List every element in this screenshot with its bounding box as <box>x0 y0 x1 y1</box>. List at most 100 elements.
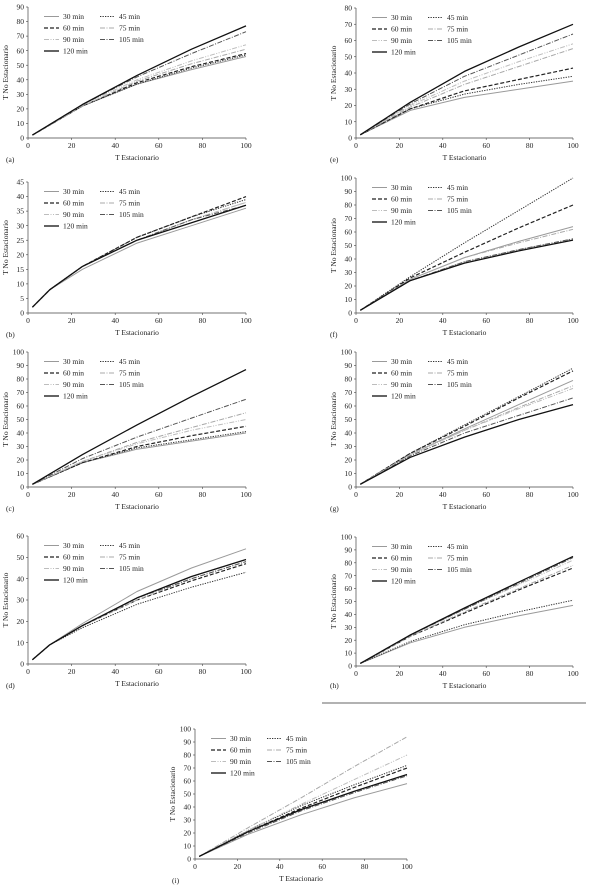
legend-label-45-min: 45 min <box>447 357 468 366</box>
y-tick-label: 80 <box>345 4 353 13</box>
legend-label-90-min: 90 min <box>391 565 412 574</box>
y-tick-label: 100 <box>341 174 353 183</box>
x-tick-label: 100 <box>240 316 252 325</box>
panel-label: (i) <box>172 876 180 885</box>
x-tick-label: 100 <box>240 490 252 499</box>
y-tick-label: 100 <box>13 348 25 357</box>
y-tick-label: 60 <box>345 36 353 45</box>
legend-label-30-min: 30 min <box>230 734 251 743</box>
series-line-60-min <box>359 204 574 311</box>
panel-c: 0 20 40 60 80 100 0 10 20 30 40 50 60 70 80 90 100 T Esta… <box>1 348 252 513</box>
y-tick-label: 10 <box>345 295 353 304</box>
series-line-105-min <box>32 398 247 485</box>
y-tick-label: 10 <box>345 649 353 658</box>
y-tick-label: 30 <box>345 268 353 277</box>
x-axis-label: T Estacionario <box>279 874 323 883</box>
y-tick-label: 0 <box>20 660 24 669</box>
y-tick-label: 30 <box>345 85 353 94</box>
panel-i: 0 20 40 60 80 100 0 10 20 30 40 50 60 70 80 90 100 T Esta… <box>168 725 413 885</box>
x-tick-label: 40 <box>111 667 119 676</box>
legend-label-60-min: 60 min <box>63 24 84 33</box>
y-tick-label: 60 <box>345 584 353 593</box>
series-line-105-min <box>360 238 574 311</box>
series-line-75-min <box>360 48 574 136</box>
legend-label-105-min: 105 min <box>447 565 472 574</box>
series-line-45-min <box>32 571 247 661</box>
legend-label-75-min: 75 min <box>286 746 307 755</box>
x-tick-label: 60 <box>318 862 326 871</box>
panel-label: (a) <box>6 155 15 164</box>
y-tick-label: 40 <box>17 429 25 438</box>
legend-label-105-min: 105 min <box>447 36 472 45</box>
series-line-90-min <box>360 238 574 311</box>
legend-label-120-min: 120 min <box>63 392 88 401</box>
y-tick-label: 80 <box>345 558 353 567</box>
x-tick-label: 40 <box>111 316 119 325</box>
legend-label-60-min: 60 min <box>391 25 412 34</box>
legend-label-90-min: 90 min <box>63 380 84 389</box>
legend-label-75-min: 75 min <box>119 199 140 208</box>
legend-label-75-min: 75 min <box>119 24 140 33</box>
x-tick-label: 80 <box>526 141 534 150</box>
x-tick-label: 80 <box>526 669 534 678</box>
y-tick-label: 30 <box>345 442 353 451</box>
x-tick-label: 40 <box>439 669 447 678</box>
legend-label-45-min: 45 min <box>447 13 468 22</box>
y-tick-label: 50 <box>345 415 353 424</box>
y-tick-label: 80 <box>345 201 353 210</box>
x-axis-label: T Estacionario <box>443 153 487 162</box>
panel-label: (g) <box>330 504 339 513</box>
y-tick-label: 40 <box>17 192 25 201</box>
legend-label-90-min: 90 min <box>63 35 84 44</box>
legend-label-30-min: 30 min <box>63 541 84 550</box>
y-tick-label: 20 <box>345 636 353 645</box>
x-tick-label: 40 <box>111 490 119 499</box>
x-tick-label: 0 <box>26 490 30 499</box>
x-axis-label: T Estacionario <box>443 328 487 337</box>
y-axis-label: T No Estacionario <box>1 220 10 275</box>
y-tick-label: 40 <box>17 75 25 84</box>
y-tick-label: 100 <box>180 725 192 734</box>
series-line-90-min <box>198 754 408 857</box>
x-tick-label: 80 <box>526 316 534 325</box>
y-tick-label: 10 <box>17 638 25 647</box>
legend-label-105-min: 105 min <box>119 210 144 219</box>
series-line-60-min <box>360 67 574 136</box>
y-axis-label: T No Estacionario <box>329 392 338 447</box>
y-tick-label: 30 <box>17 221 25 230</box>
legend-label-45-min: 45 min <box>447 183 468 192</box>
y-tick-label: 90 <box>17 3 25 12</box>
y-tick-label: 60 <box>345 228 353 237</box>
legend-label-45-min: 45 min <box>286 734 307 743</box>
series-line-45-min <box>32 54 247 136</box>
series-line-45-min <box>360 599 574 664</box>
x-tick-label: 20 <box>396 669 404 678</box>
legend-label-30-min: 30 min <box>63 12 84 21</box>
y-tick-label: 30 <box>17 90 25 99</box>
series-line-75-min <box>32 48 247 136</box>
x-tick-label: 20 <box>396 141 404 150</box>
series-line-30-min <box>360 80 574 136</box>
x-tick-label: 60 <box>482 316 490 325</box>
series-line-60-min <box>32 53 247 136</box>
y-tick-label: 0 <box>348 309 352 318</box>
x-axis-label: T Estacionario <box>443 502 487 511</box>
y-tick-label: 70 <box>17 388 25 397</box>
legend-label-75-min: 75 min <box>447 554 468 563</box>
x-tick-label: 100 <box>567 490 579 499</box>
y-tick-label: 0 <box>20 134 24 143</box>
y-tick-label: 20 <box>17 456 25 465</box>
panel-h: 0 20 40 60 80 100 0 10 20 30 40 50 60 70 80 90 100 T Esta… <box>329 533 579 690</box>
panel-label: (c) <box>6 504 15 513</box>
series-line-45-min <box>360 75 574 136</box>
series-line-90-min <box>360 387 574 485</box>
series-line-120-min <box>31 204 247 308</box>
legend-label-120-min: 120 min <box>391 48 416 57</box>
x-tick-label: 0 <box>26 667 30 676</box>
x-tick-label: 20 <box>396 316 404 325</box>
y-axis-label: T No Estacionario <box>329 45 338 100</box>
y-tick-label: 50 <box>345 241 353 250</box>
series-line-105-min <box>198 775 408 857</box>
y-axis-label: T No Estacionario <box>168 766 177 821</box>
legend-label-45-min: 45 min <box>119 12 140 21</box>
